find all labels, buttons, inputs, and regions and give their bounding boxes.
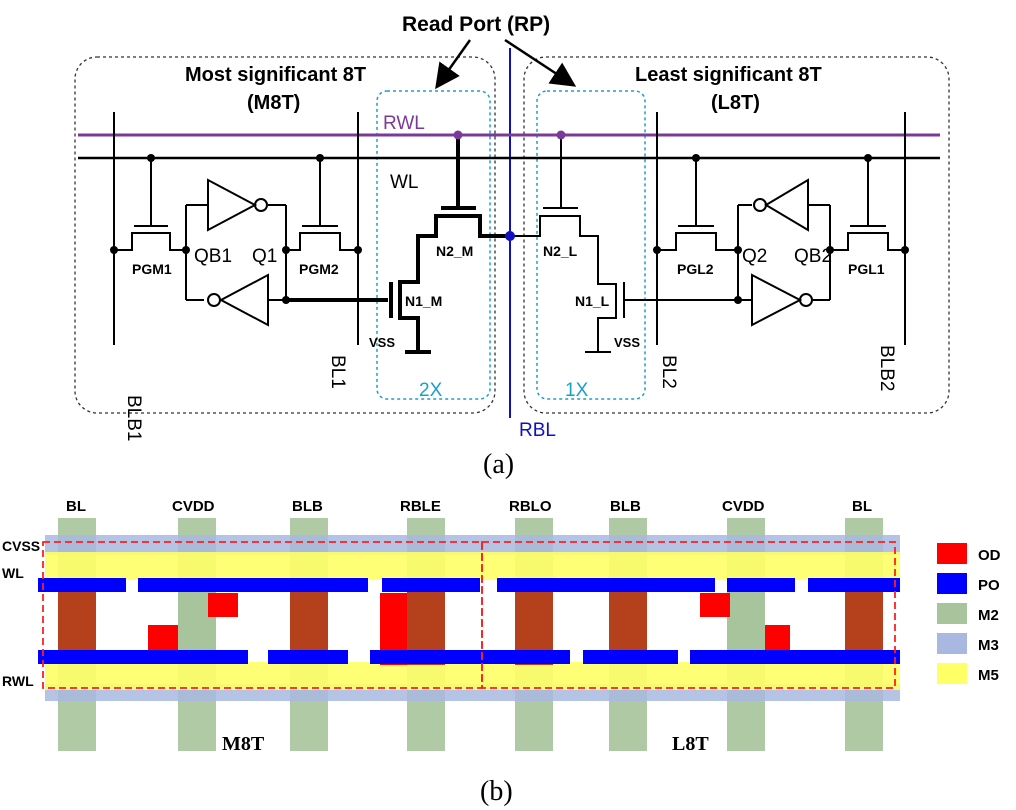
legend: OD PO M2 M3 M5 bbox=[937, 543, 1001, 684]
q1-label: Q1 bbox=[252, 246, 277, 267]
pgm2-label: PGM2 bbox=[299, 261, 339, 277]
legend-label-po: PO bbox=[978, 577, 1000, 594]
l8t-layout-label: L8T bbox=[672, 733, 709, 755]
top-label-0: BL bbox=[66, 498, 86, 515]
layout-wl-label: WL bbox=[2, 565, 24, 581]
read-port-label: Read Port (RP) bbox=[402, 13, 550, 36]
cvss-label: CVSS bbox=[2, 538, 40, 554]
layout-diagram: BL CVDD BLB RBLE RBLO BLB CVDD BL CVSS W… bbox=[2, 498, 1001, 807]
caption-a: (a) bbox=[483, 449, 514, 480]
blb2-label: BLB2 bbox=[876, 345, 897, 391]
pgl2-label: PGL2 bbox=[677, 261, 714, 277]
n1m-label: N1_M bbox=[405, 293, 442, 309]
qb2-label: QB2 bbox=[794, 246, 832, 267]
n2m-label: N2_M bbox=[436, 243, 473, 259]
circuit-diagram: Read Port (RP) Most significant 8T (M8T)… bbox=[74, 13, 950, 480]
top-label-3: RBLE bbox=[400, 498, 441, 515]
legend-swatch-m5 bbox=[937, 663, 967, 684]
n1l-label: N1_L bbox=[575, 293, 610, 309]
rbl-label: RBL bbox=[519, 420, 556, 441]
top-label-2: BLB bbox=[292, 498, 323, 515]
legend-swatch-po bbox=[937, 573, 967, 594]
legend-swatch-m2 bbox=[937, 603, 967, 624]
m8t-layout-label: M8T bbox=[222, 733, 265, 755]
size-m-label: 2X bbox=[419, 380, 443, 401]
vss-right-label: VSS bbox=[614, 335, 640, 350]
top-label-5: BLB bbox=[610, 498, 641, 515]
junction-dots bbox=[110, 154, 909, 304]
top-label-7: BL bbox=[852, 498, 872, 515]
layout-top-labels: BL CVDD BLB RBLE RBLO BLB CVDD BL bbox=[66, 498, 872, 515]
read-port-l-transistors bbox=[510, 135, 738, 353]
legend-label-m3: M3 bbox=[978, 637, 999, 654]
q2-label: Q2 bbox=[742, 246, 767, 267]
m8t-title: Most significant 8T bbox=[185, 64, 366, 86]
read-port-box-m bbox=[376, 90, 491, 400]
l8t-title: Least significant 8T bbox=[635, 64, 822, 86]
top-label-6: CVDD bbox=[722, 498, 765, 515]
qb1-label: QB1 bbox=[194, 246, 232, 267]
legend-label-od: OD bbox=[978, 547, 1001, 564]
n2l-label: N2_L bbox=[543, 243, 578, 259]
legend-label-m2: M2 bbox=[978, 607, 999, 624]
wl-label: WL bbox=[390, 172, 419, 193]
l8t-layout-box bbox=[481, 541, 896, 689]
l8t-subtitle: (L8T) bbox=[711, 92, 760, 114]
read-port-box-l bbox=[536, 90, 646, 400]
size-l-label: 1X bbox=[565, 380, 589, 401]
top-label-1: CVDD bbox=[172, 498, 215, 515]
legend-label-m5: M5 bbox=[978, 667, 999, 684]
top-label-4: RBLO bbox=[509, 498, 552, 515]
rwl-label: RWL bbox=[383, 113, 425, 134]
caption-b: (b) bbox=[480, 776, 513, 807]
read-port-m-transistors bbox=[389, 135, 510, 354]
legend-swatch-m3 bbox=[937, 633, 967, 654]
po-segments bbox=[38, 578, 900, 664]
blb1-label: BLB1 bbox=[123, 395, 144, 441]
pgm1-label: PGM1 bbox=[132, 261, 172, 277]
m8t-subtitle: (M8T) bbox=[247, 92, 300, 114]
pgl1-label: PGL1 bbox=[848, 261, 885, 277]
vss-left-label: VSS bbox=[369, 335, 395, 350]
bl2-label: BL2 bbox=[658, 355, 679, 389]
bl1-label: BL1 bbox=[327, 355, 348, 389]
legend-swatch-od bbox=[937, 543, 967, 564]
layout-rwl-label: RWL bbox=[2, 673, 34, 689]
